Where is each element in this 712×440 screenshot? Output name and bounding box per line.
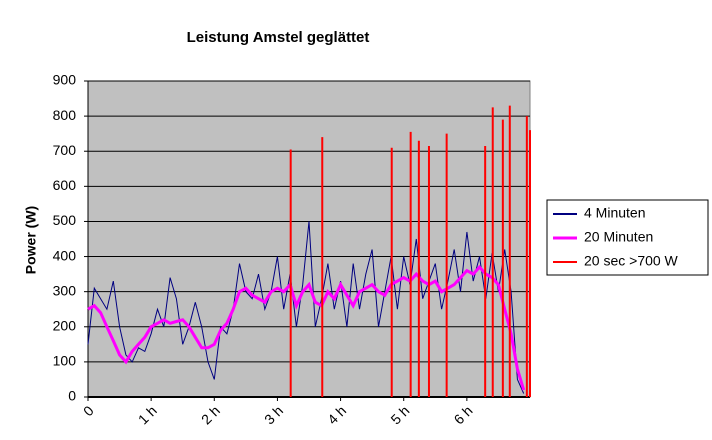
y-tick-label: 300: [53, 282, 77, 298]
x-tick-label: 4 h: [324, 402, 349, 427]
chart-title: Leistung Amstel geglättet: [187, 29, 370, 46]
y-tick-label: 800: [53, 107, 77, 123]
y-tick-label: 600: [53, 177, 77, 193]
y-tick-label: 900: [53, 72, 77, 88]
x-tick-label: 3 h: [261, 402, 286, 427]
plot-area: [87, 80, 531, 398]
y-tick-label: 700: [53, 142, 77, 158]
series-line: [87, 221, 525, 394]
y-tick-label: 500: [53, 212, 77, 228]
y-tick-label: 0: [68, 388, 76, 404]
legend-label: 20 sec >700 W: [584, 253, 679, 269]
y-tick-label: 100: [53, 353, 77, 369]
y-axis-title: Power (W): [23, 206, 39, 274]
x-tick-label: 0: [80, 402, 97, 419]
x-tick-label: 2 h: [198, 402, 223, 427]
legend-label: 4 Minuten: [584, 205, 645, 221]
series-line: [87, 264, 526, 391]
x-tick-label: 5 h: [387, 402, 412, 427]
x-tick-label: 6 h: [451, 402, 476, 427]
y-tick-label: 200: [53, 317, 77, 333]
y-tick-label: 400: [53, 247, 77, 263]
legend-label: 20 Minuten: [584, 229, 653, 245]
x-tick-label: 1 h: [135, 402, 160, 427]
